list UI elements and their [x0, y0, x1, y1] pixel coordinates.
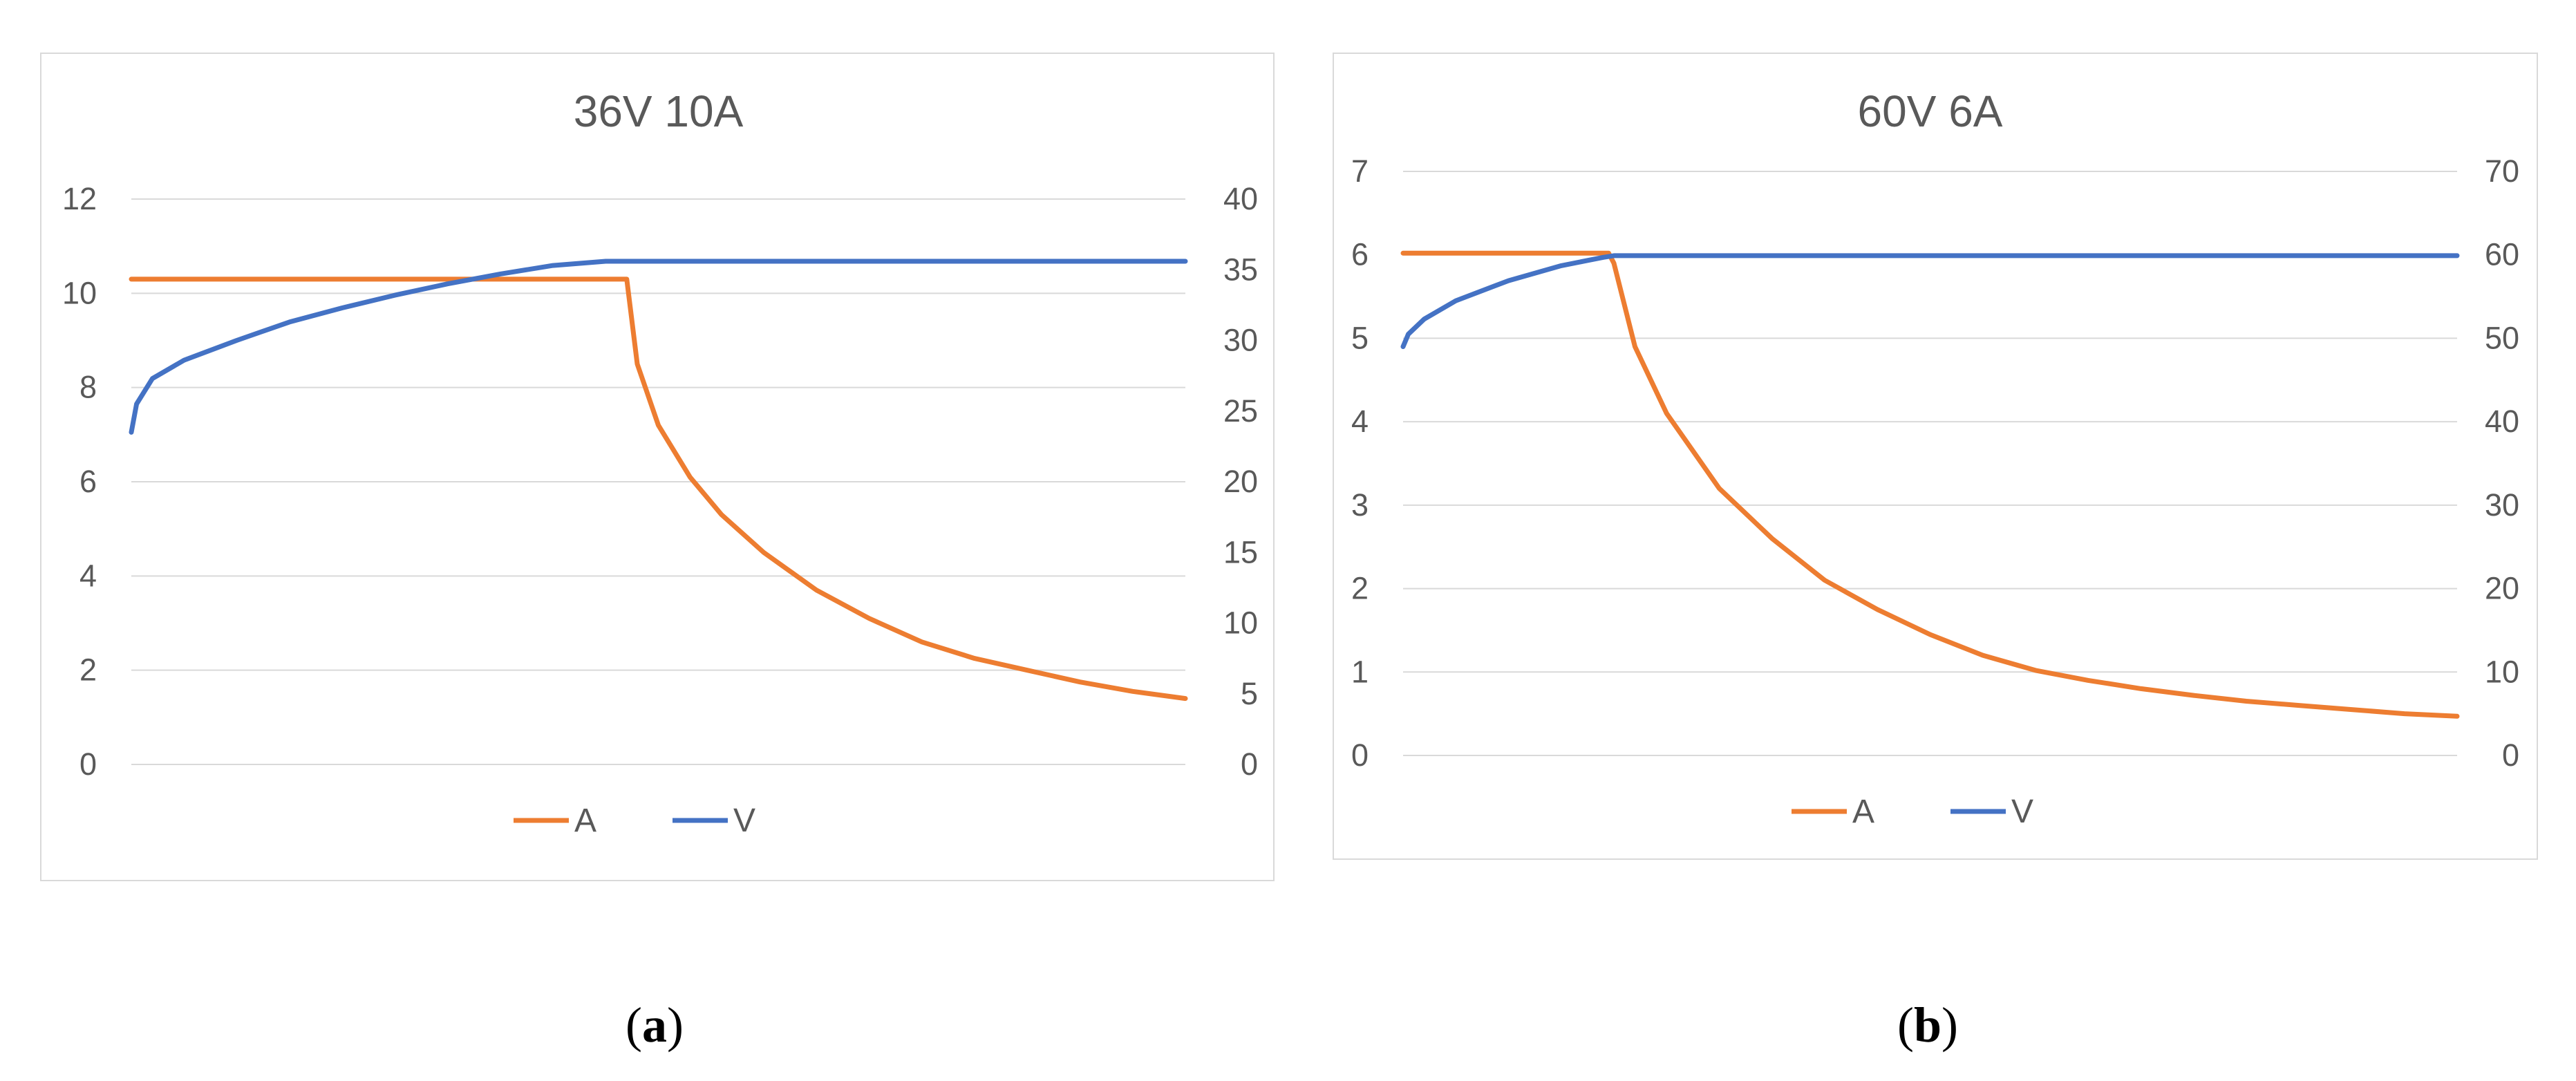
- left-tick-label-a-4: 8: [79, 370, 97, 405]
- right-tick-label-a-2: 10: [1223, 605, 1258, 641]
- left-tick-label-b-3: 3: [1351, 487, 1369, 523]
- right-tick-label-b-1: 10: [2485, 654, 2519, 689]
- left-tick-label-a-3: 6: [79, 464, 97, 499]
- legend-label-v-b: V: [2011, 793, 2033, 830]
- left-tick-label-a-6: 12: [62, 181, 97, 216]
- left-tick-label-b-1: 1: [1351, 654, 1369, 689]
- right-tick-label-a-3: 15: [1223, 534, 1258, 570]
- right-tick-label-a-6: 30: [1223, 323, 1258, 358]
- series-line-v-a: [129, 258, 1188, 435]
- left-tick-label-b-5: 5: [1351, 320, 1369, 355]
- right-tick-label-b-7: 70: [2485, 153, 2519, 189]
- chart-title-a: 36V 10A: [574, 86, 744, 136]
- caption-b: (b): [1897, 997, 1959, 1053]
- caption-a-letter: a: [641, 997, 667, 1053]
- right-tick-label-b-0: 0: [2502, 737, 2519, 773]
- right-tick-label-b-5: 50: [2485, 320, 2519, 355]
- right-tick-label-a-1: 5: [1241, 676, 1258, 711]
- left-tick-label-b-6: 6: [1351, 237, 1369, 272]
- right-tick-label-b-3: 30: [2485, 487, 2519, 523]
- left-tick-label-b-4: 4: [1351, 404, 1369, 439]
- right-tick-label-b-2: 20: [2485, 571, 2519, 606]
- right-tick-label-a-4: 20: [1223, 464, 1258, 499]
- right-tick-label-b-4: 40: [2485, 404, 2519, 439]
- left-tick-label-a-5: 10: [62, 275, 97, 310]
- chart-a-svg: 36V 10A 0 2 4 6 8 10 12 0 5 10 15 20 25 30 35 40 A V: [62, 86, 1258, 839]
- caption-a: (a): [626, 997, 684, 1053]
- right-tick-label-b-6: 60: [2485, 237, 2519, 272]
- chart-title-b: 60V 6A: [1858, 86, 2003, 136]
- caption-b-letter: b: [1913, 997, 1942, 1053]
- left-tick-label-b-0: 0: [1351, 737, 1369, 773]
- right-tick-label-a-8: 40: [1223, 181, 1258, 216]
- series-line-a-b: [1400, 250, 2460, 719]
- legend-label-a-a: A: [574, 802, 596, 839]
- right-tick-label-a-5: 25: [1223, 393, 1258, 429]
- left-tick-label-b-7: 7: [1351, 153, 1369, 189]
- series-line-v-b: [1400, 253, 2460, 349]
- chart-panel-b: 60V 6A 0 1 2 3 4 5 6 7 0 10 20 30 40 50 60 70 A V: [1333, 53, 2538, 860]
- left-tick-label-a-2: 4: [79, 558, 97, 593]
- right-tick-label-a-0: 0: [1241, 746, 1258, 782]
- right-tick-label-a-7: 35: [1223, 252, 1258, 287]
- chart-panel-a: 36V 10A 0 2 4 6 8 10 12 0 5 10 15 20 25 30 35 40 A V: [40, 53, 1275, 881]
- left-tick-label-a-0: 0: [79, 746, 97, 782]
- legend-label-a-b: A: [1852, 793, 1874, 830]
- legend-label-v-a: V: [733, 802, 755, 839]
- left-tick-label-b-2: 2: [1351, 571, 1369, 606]
- left-tick-label-a-1: 2: [79, 652, 97, 688]
- series-line-a-a: [129, 276, 1188, 702]
